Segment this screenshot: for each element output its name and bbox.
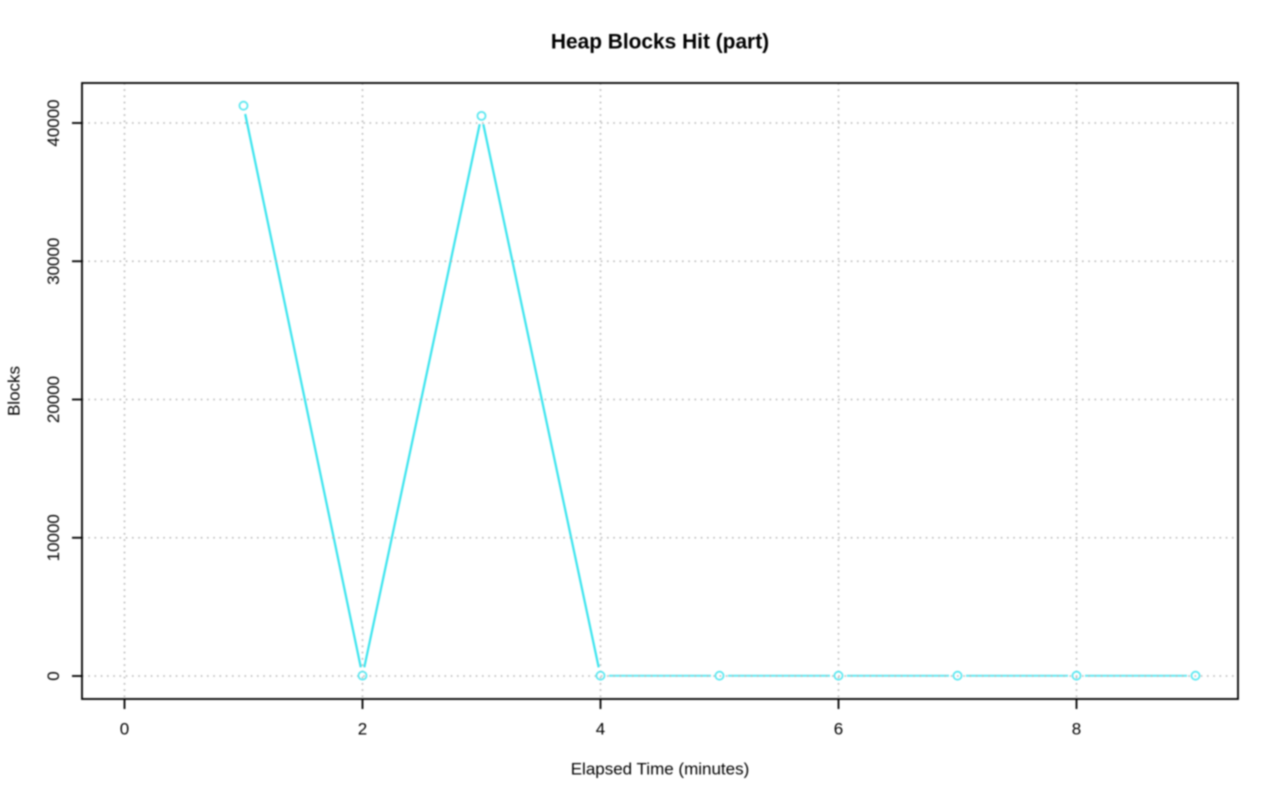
- svg-text:4: 4: [596, 720, 605, 739]
- svg-text:0: 0: [44, 671, 63, 680]
- svg-text:30000: 30000: [44, 238, 63, 285]
- svg-text:2: 2: [358, 720, 367, 739]
- svg-text:6: 6: [834, 720, 843, 739]
- svg-text:Heap Blocks Hit (part): Heap Blocks Hit (part): [551, 31, 769, 54]
- svg-text:Elapsed Time (minutes): Elapsed Time (minutes): [571, 760, 750, 779]
- svg-text:Blocks: Blocks: [5, 366, 24, 416]
- svg-text:0: 0: [120, 720, 129, 739]
- svg-text:40000: 40000: [44, 99, 63, 146]
- svg-text:10000: 10000: [44, 514, 63, 561]
- svg-text:8: 8: [1072, 720, 1081, 739]
- svg-text:20000: 20000: [44, 376, 63, 423]
